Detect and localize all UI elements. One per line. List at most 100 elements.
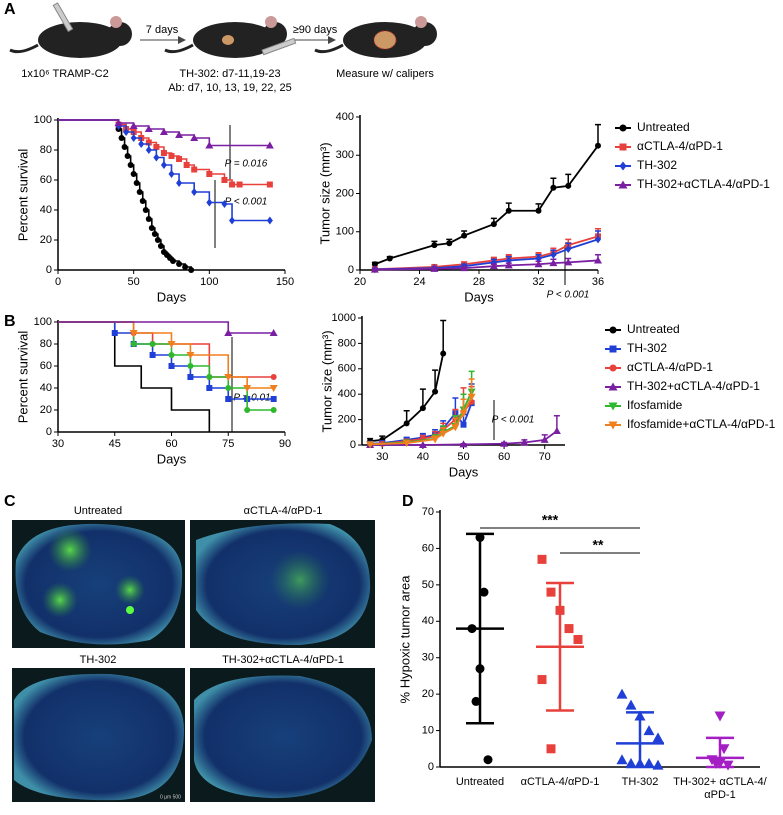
marker bbox=[145, 139, 152, 146]
image-title: TH-302 bbox=[80, 654, 117, 666]
marker bbox=[243, 385, 252, 392]
marker bbox=[386, 255, 393, 262]
x-tick-label: 60 bbox=[498, 451, 510, 463]
x-tick-label: 70 bbox=[539, 451, 551, 463]
marker bbox=[565, 182, 572, 189]
error-bar bbox=[440, 319, 447, 354]
caption: TH-302: d7-11,19-23 bbox=[179, 68, 280, 80]
x-tick-label: 60 bbox=[165, 438, 177, 450]
y-tick-label: 40 bbox=[40, 204, 52, 216]
y-tick-label: 80 bbox=[40, 338, 52, 350]
legend-label: TH-302 bbox=[627, 341, 667, 355]
marker bbox=[537, 554, 547, 564]
x-axis-label: Days bbox=[157, 451, 187, 466]
annotation: ** bbox=[593, 537, 604, 553]
y-tick-label: 30 bbox=[422, 652, 434, 664]
marker bbox=[565, 244, 572, 253]
x-tick-label: 50 bbox=[128, 276, 140, 288]
marker bbox=[500, 439, 509, 447]
marker bbox=[138, 140, 145, 148]
y-axis-label: Tumor size (mm³) bbox=[317, 142, 332, 244]
marker bbox=[160, 161, 167, 169]
marker bbox=[564, 258, 573, 266]
y-tick-label: 100 bbox=[336, 226, 354, 238]
marker bbox=[270, 396, 277, 402]
marker bbox=[151, 231, 158, 237]
marker bbox=[168, 170, 175, 178]
marker bbox=[402, 440, 411, 448]
y-tick-label: 400 bbox=[336, 111, 354, 123]
x-tick-label: 36 bbox=[592, 276, 604, 288]
y-tick-label: 40 bbox=[422, 615, 434, 627]
legend-label: Ifosfamide+αCTLA-4/αPD-1 bbox=[627, 417, 776, 431]
marker bbox=[136, 189, 143, 195]
x-tick-label: 30 bbox=[52, 438, 64, 450]
micrograph bbox=[12, 668, 185, 802]
marker bbox=[154, 237, 161, 243]
marker bbox=[366, 441, 375, 449]
mouse bbox=[314, 16, 437, 58]
survival-line bbox=[58, 321, 274, 378]
marker bbox=[149, 352, 156, 358]
y-tick-label: 1000 bbox=[332, 312, 356, 324]
marker bbox=[111, 330, 118, 336]
marker bbox=[160, 150, 167, 156]
marker bbox=[625, 699, 637, 710]
marker bbox=[225, 385, 232, 391]
y-axis-label: Percent survival bbox=[15, 149, 30, 242]
y-tick-label: 0 bbox=[428, 761, 434, 773]
marker bbox=[221, 177, 228, 183]
y-tick-label: 0 bbox=[350, 439, 356, 451]
x-axis-label: Days bbox=[464, 289, 494, 304]
x-axis-label: Days bbox=[449, 464, 479, 479]
y-tick-label: 0 bbox=[46, 264, 52, 276]
marker bbox=[439, 430, 448, 438]
legend-marker bbox=[619, 124, 627, 132]
marker bbox=[722, 760, 734, 771]
marker bbox=[206, 385, 213, 391]
legend-marker bbox=[618, 180, 628, 189]
marker bbox=[479, 587, 489, 597]
marker bbox=[206, 171, 213, 177]
mouse bbox=[164, 16, 297, 58]
marker bbox=[643, 725, 655, 736]
marker bbox=[269, 329, 278, 336]
marker bbox=[471, 696, 481, 706]
legend-marker bbox=[619, 161, 627, 171]
annotation: P < 0.001 bbox=[492, 415, 535, 426]
marker bbox=[270, 407, 277, 413]
marker bbox=[546, 744, 556, 754]
panel-label: B bbox=[4, 313, 16, 330]
y-tick-label: 800 bbox=[338, 337, 356, 349]
marker bbox=[176, 261, 183, 267]
marker bbox=[153, 144, 160, 150]
y-axis-label: Percent survival bbox=[15, 331, 30, 424]
annotation: P = 0.01 bbox=[233, 393, 270, 404]
marker bbox=[206, 198, 213, 207]
marker bbox=[549, 259, 558, 267]
x-tick-label: 30 bbox=[376, 451, 388, 463]
y-tick-label: 70 bbox=[422, 506, 434, 518]
marker bbox=[652, 732, 664, 743]
legend-label: Ifosfamide bbox=[627, 398, 683, 412]
caption: Measure w/ calipers bbox=[336, 68, 434, 80]
step-label: ≥90 days bbox=[293, 24, 338, 36]
marker bbox=[490, 221, 497, 228]
marker bbox=[168, 352, 175, 358]
marker bbox=[168, 153, 175, 159]
legend-label: TH-302+αCTLA-4/αPD-1 bbox=[627, 379, 760, 393]
x-tick-label: 28 bbox=[473, 276, 485, 288]
marker bbox=[121, 144, 128, 150]
marker bbox=[643, 757, 655, 768]
marker bbox=[535, 207, 542, 214]
marker bbox=[269, 385, 278, 392]
marker bbox=[460, 421, 467, 428]
marker bbox=[418, 441, 427, 448]
marker bbox=[145, 216, 152, 222]
legend-marker bbox=[609, 326, 617, 334]
marker bbox=[552, 427, 561, 435]
y-tick-label: 0 bbox=[46, 426, 52, 438]
marker bbox=[187, 374, 194, 380]
annotation: P < 0.001 bbox=[225, 197, 268, 208]
image-title: Untreated bbox=[74, 505, 122, 517]
